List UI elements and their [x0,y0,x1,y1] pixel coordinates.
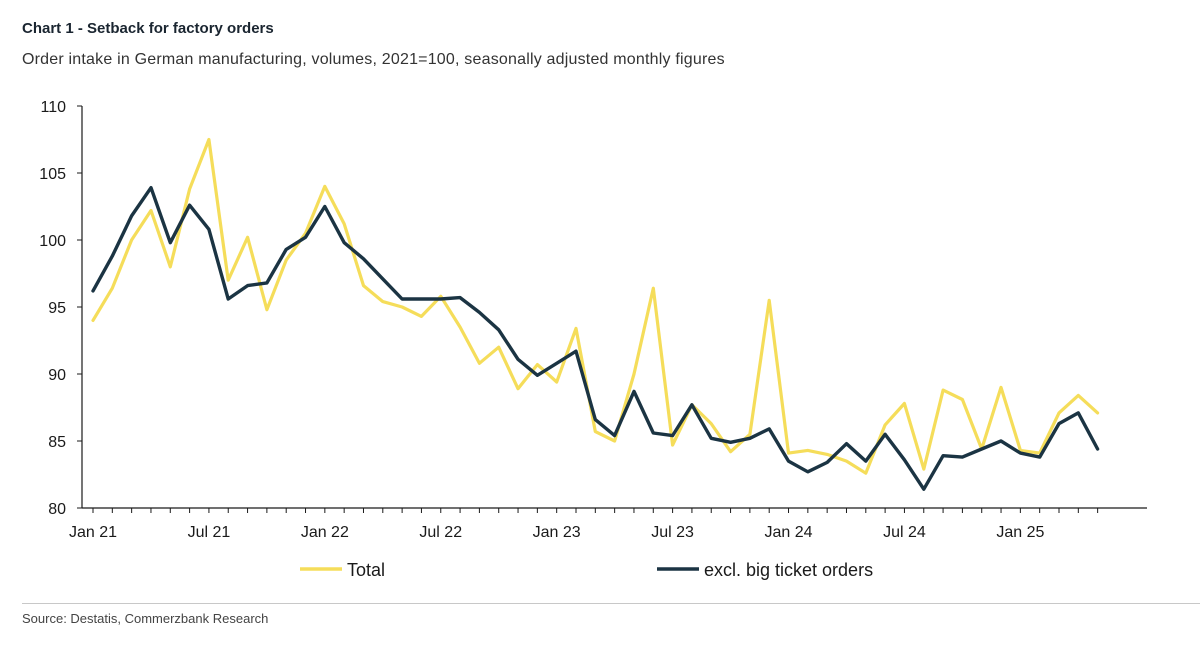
x-tick-label: Jan 23 [533,524,581,541]
x-tick-label: Jan 25 [996,524,1044,541]
series-line [91,137,1100,475]
legend-label: excl. big ticket orders [704,560,873,580]
x-tick-label: Jan 21 [69,524,117,541]
y-tick-label: 105 [39,166,66,183]
chart-title: Chart 1 - Setback for factory orders [22,20,274,37]
series-layer [91,137,1100,491]
x-tick-label: Jan 22 [301,524,349,541]
chart-subtitle: Order intake in German manufacturing, vo… [22,51,725,68]
source-divider [22,603,1200,604]
legend-label: Total [347,560,385,580]
y-tick-label: 95 [48,300,66,317]
x-tick-label: Jul 24 [883,524,926,541]
axes: 80 85 90 95 100 105 110 Jan 21 Jul 21 Jan 22 Jul 2… [39,99,1147,541]
series-total [91,137,1100,475]
series-line [91,185,1100,491]
y-tick-label: 80 [48,501,66,518]
x-tick-label: Jan 24 [764,524,812,541]
series-excl-big-ticket [91,185,1100,491]
y-tick-label: 90 [48,367,66,384]
x-tick-label: Jul 23 [651,524,694,541]
y-tick-label: 100 [39,233,66,250]
legend: Total excl. big ticket orders [300,560,873,580]
x-tick-label: Jul 22 [419,524,462,541]
y-tick-label: 110 [40,99,66,116]
y-tick-label: 85 [48,434,66,451]
line-chart: 80 85 90 95 100 105 110 Jan 21 Jul 21 Jan 22 Jul 2… [39,99,1147,580]
source-note: Source: Destatis, Commerzbank Research [22,611,269,626]
x-tick-label: Jul 21 [188,524,231,541]
